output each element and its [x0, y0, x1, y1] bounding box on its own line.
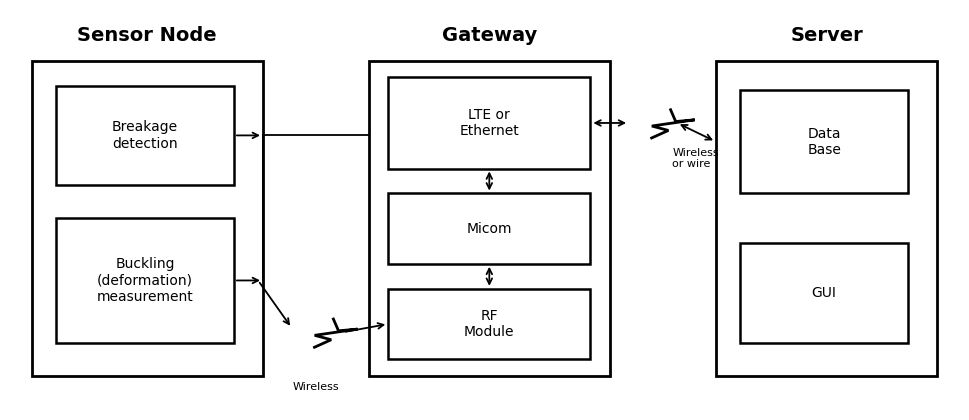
Text: Breakage
detection: Breakage detection [111, 120, 178, 150]
Bar [56, 86, 234, 185]
Text: Wireless
or wire: Wireless or wire [672, 148, 719, 169]
Text: Sensor Node: Sensor Node [78, 26, 217, 45]
Text: LTE or
Ethernet: LTE or Ethernet [459, 108, 519, 138]
Bar [389, 77, 590, 168]
Bar [389, 289, 590, 359]
Bar [716, 61, 937, 376]
Bar [739, 243, 908, 343]
Text: Buckling
(deformation)
measurement: Buckling (deformation) measurement [97, 257, 193, 304]
Bar [739, 90, 908, 194]
Text: Micom: Micom [466, 222, 512, 236]
Text: Server: Server [790, 26, 863, 45]
Bar [32, 61, 263, 376]
Text: RF
Module: RF Module [464, 309, 515, 339]
Text: Wireless: Wireless [293, 382, 339, 392]
Text: Gateway: Gateway [442, 26, 537, 45]
Bar [369, 61, 610, 376]
Bar [389, 194, 590, 264]
Bar [56, 218, 234, 343]
Text: Data
Base: Data Base [807, 126, 841, 157]
Text: GUI: GUI [812, 286, 836, 300]
